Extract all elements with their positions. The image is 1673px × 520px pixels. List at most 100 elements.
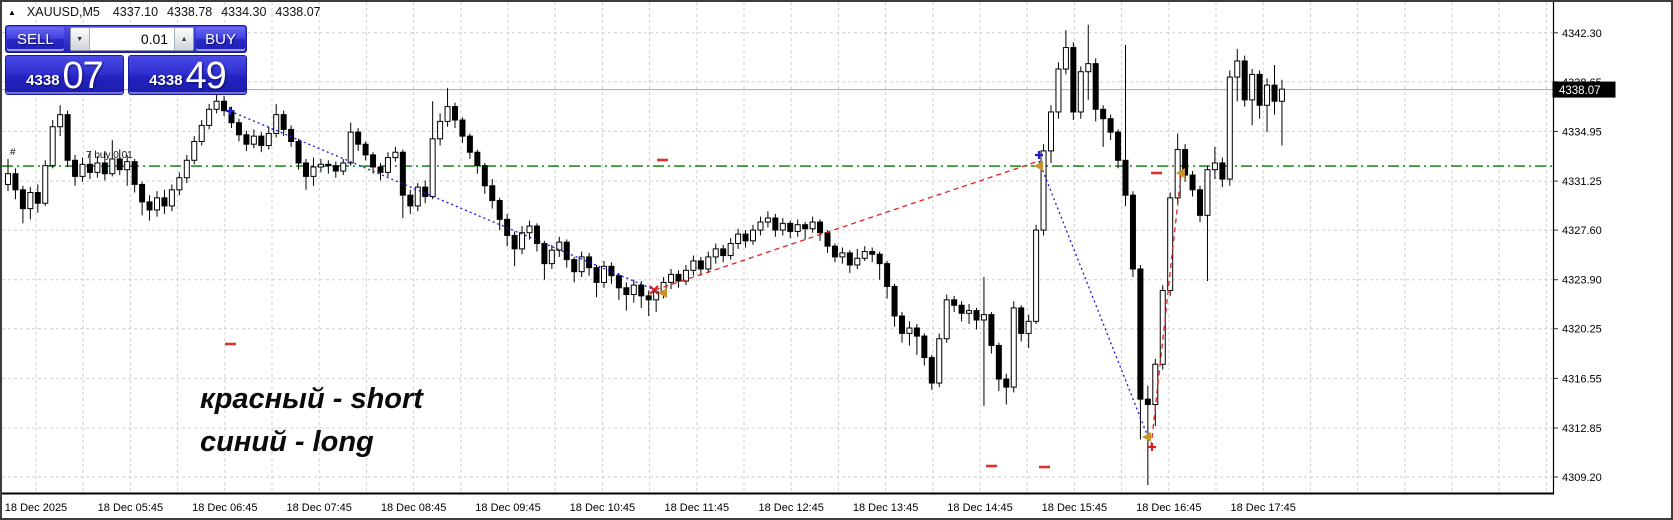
candle (750, 224, 756, 245)
candle (399, 149, 406, 218)
candle (1256, 70, 1263, 119)
candle (854, 248, 861, 269)
candle (668, 268, 675, 290)
candle (139, 181, 146, 216)
candle (1167, 192, 1174, 296)
candle (1249, 69, 1256, 126)
candle (1159, 285, 1166, 370)
chevron-up-icon: ▲ (180, 35, 188, 43)
trade-line-long[interactable] (229, 110, 656, 291)
candle (1055, 62, 1062, 119)
price-tick-label: 4320.25 (1562, 324, 1602, 336)
candle (735, 228, 742, 249)
candle (57, 105, 64, 137)
candle (429, 101, 436, 200)
candle (839, 247, 846, 264)
buy-price-display[interactable]: 4338 49 (128, 55, 247, 95)
candle (1204, 165, 1211, 282)
sell-button[interactable]: SELL (7, 27, 64, 51)
price-axis[interactable]: 4342.304338.654334.954331.254327.604323.… (1553, 28, 1602, 484)
candle (481, 162, 488, 194)
symbol-name: XAUUSD,M5 (26, 5, 100, 19)
candle (601, 260, 607, 288)
candle (504, 213, 511, 247)
candle (384, 152, 391, 177)
candle (422, 180, 429, 204)
candle (1271, 65, 1278, 115)
candle (414, 183, 421, 212)
trade-marker-triangle-icon (1176, 168, 1185, 178)
candle (794, 219, 801, 237)
candle (317, 158, 324, 173)
time-tick-label: 18 Dec 13:45 (853, 502, 918, 514)
candle (437, 113, 444, 146)
candle (861, 246, 868, 261)
candle (1226, 70, 1233, 186)
collapse-panel-icon[interactable]: ▲ (8, 7, 16, 17)
candle (466, 133, 473, 159)
candle (340, 158, 347, 176)
candle (831, 243, 838, 263)
candle (980, 277, 987, 406)
candle (1219, 157, 1226, 188)
candle (27, 187, 34, 220)
candle (556, 236, 563, 257)
candle (1189, 171, 1196, 197)
candle (392, 146, 399, 162)
candle (191, 136, 198, 165)
chevron-down-icon: ▼ (76, 35, 84, 43)
trade-line-short[interactable] (654, 160, 1040, 291)
candle (1234, 48, 1241, 102)
candle (280, 110, 287, 137)
candle (1062, 30, 1069, 75)
candle (325, 160, 332, 174)
candle (764, 211, 771, 228)
candle (913, 324, 920, 355)
time-tick-label: 18 Dec 17:45 (1230, 502, 1295, 514)
candle (697, 256, 704, 276)
trade-marker-triangle-icon (1034, 161, 1043, 171)
candle (1025, 314, 1032, 349)
candle (1197, 185, 1203, 223)
ohlc-open: 4337.10 (112, 5, 159, 19)
trade-line-short[interactable] (1150, 173, 1182, 448)
candle (928, 354, 935, 390)
volume-stepper: ▼ ▲ (69, 27, 195, 51)
volume-up-button[interactable]: ▲ (174, 28, 194, 50)
candle (265, 126, 272, 150)
candle (720, 244, 727, 263)
red-dash-marks (225, 158, 1162, 469)
candle (541, 240, 548, 280)
candle (779, 217, 786, 236)
candle (593, 264, 600, 298)
candle (727, 238, 734, 260)
price-tick-label: 4334.95 (1562, 126, 1602, 138)
volume-input[interactable] (89, 28, 175, 50)
candle (533, 223, 540, 252)
candle (817, 219, 824, 241)
candle (72, 154, 79, 186)
sell-price-display[interactable]: 4338 07 (5, 55, 124, 95)
candle (1010, 301, 1017, 393)
buy-button[interactable]: BUY (196, 27, 246, 51)
candle (42, 160, 49, 206)
candle (79, 157, 86, 182)
candle (168, 184, 175, 212)
candle (116, 149, 123, 176)
time-axis[interactable]: 18 Dec 2025 18 Dec 05:45 18 Dec 06:45 18 De… (5, 502, 1296, 514)
candle (1211, 146, 1218, 180)
candle (995, 342, 1002, 392)
time-tick-label: 18 Dec 09:45 (475, 502, 540, 514)
price-tick-label: 4316.55 (1562, 373, 1602, 385)
candle (124, 154, 131, 186)
candle (310, 157, 317, 186)
candle (1100, 105, 1107, 147)
candle (86, 152, 93, 180)
candle (1003, 373, 1010, 405)
volume-down-button[interactable]: ▼ (70, 28, 90, 50)
time-tick-label: 18 Dec 16:45 (1136, 502, 1201, 514)
time-tick-label: 18 Dec 2025 (5, 502, 67, 514)
candle (496, 197, 503, 231)
trade-marker-triangle-icon (658, 288, 667, 298)
